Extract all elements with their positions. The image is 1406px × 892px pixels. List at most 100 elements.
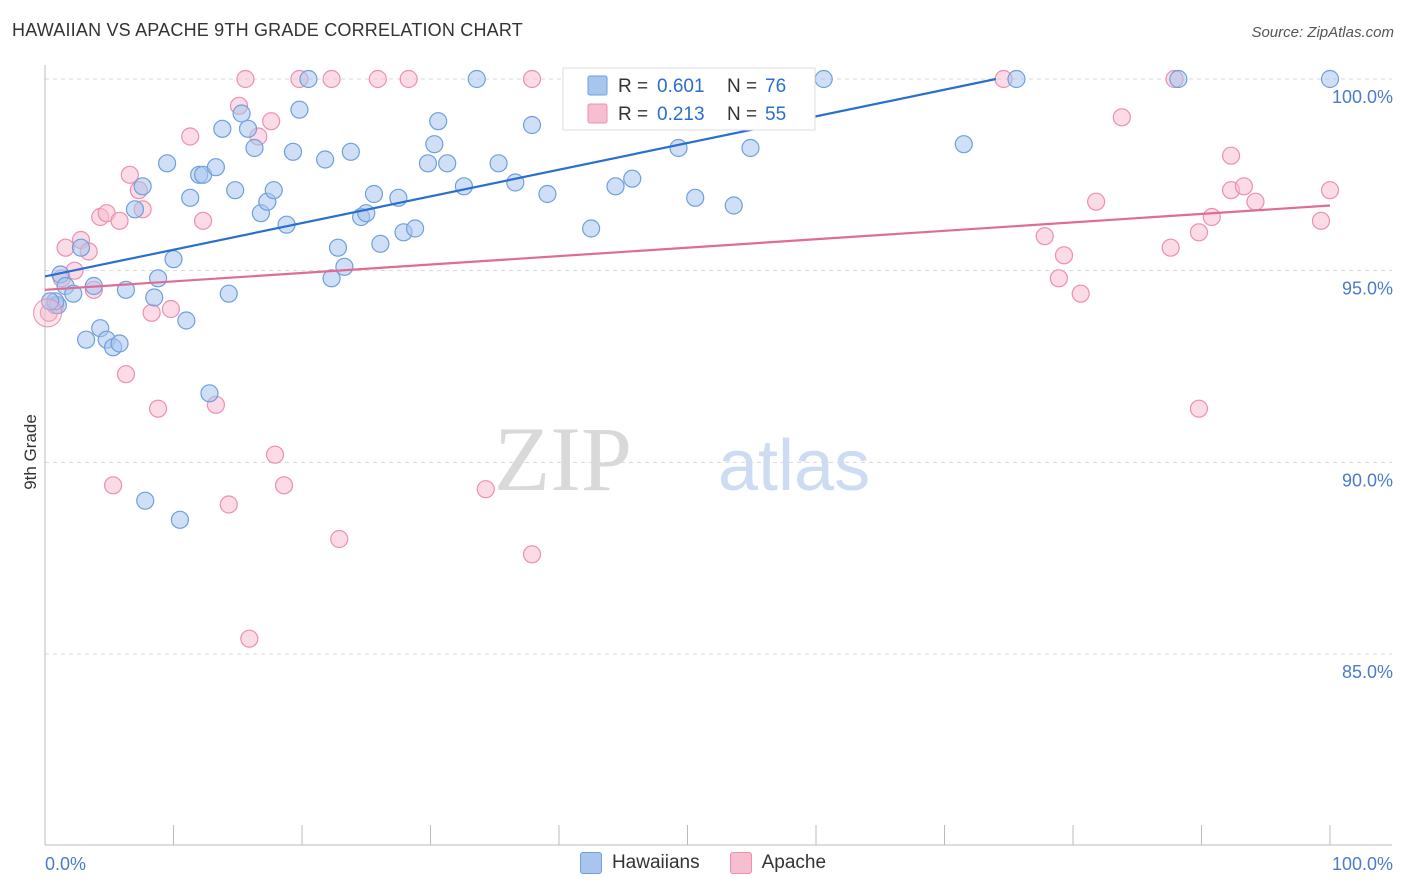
point-apache[interactable] [1246,192,1265,211]
point-apache-large[interactable] [33,298,63,328]
point-hawaiians[interactable] [125,200,145,219]
point-hawaiians[interactable] [206,158,226,177]
point-apache[interactable] [1234,177,1254,196]
point-apache[interactable] [1071,284,1090,303]
point-apache[interactable] [120,165,139,184]
point-apache[interactable] [274,476,294,495]
point-hawaiians[interactable] [364,184,384,204]
point-hawaiians[interactable] [724,196,743,215]
point-apache[interactable] [476,480,495,499]
point-apache[interactable] [522,545,542,564]
point-hawaiians[interactable] [145,288,164,307]
point-apache[interactable] [399,69,418,89]
point-hawaiians[interactable] [954,135,973,154]
point-hawaiians[interactable] [71,238,91,257]
y-axis-label: 9th Grade [21,414,40,490]
point-apache[interactable] [1161,238,1180,257]
point-apache[interactable] [1035,227,1054,246]
point-hawaiians[interactable] [200,384,219,403]
point-hawaiians[interactable] [219,284,238,303]
point-apache[interactable] [219,495,238,514]
point-apache[interactable] [1320,181,1340,200]
point-hawaiians[interactable] [181,188,200,207]
point-apache[interactable] [265,445,285,464]
point-hawaiians[interactable] [316,150,335,169]
point-hawaiians[interactable] [429,112,448,131]
point-hawaiians[interactable] [238,119,258,138]
point-apache[interactable] [1189,399,1209,418]
point-hawaiians[interactable] [467,69,486,89]
point-hawaiians[interactable] [335,257,354,276]
point-apache[interactable] [181,127,200,146]
point-hawaiians[interactable] [418,154,438,173]
point-hawaiians[interactable] [669,138,688,158]
point-hawaiians[interactable] [1007,69,1026,89]
point-hawaiians[interactable] [1320,69,1340,89]
point-hawaiians[interactable] [623,169,642,188]
point-hawaiians[interactable] [283,142,303,161]
point-apache[interactable] [161,299,181,319]
point-hawaiians[interactable] [264,181,283,200]
point-apache[interactable] [1049,269,1068,288]
point-hawaiians[interactable] [177,311,196,330]
point-hawaiians[interactable] [1169,69,1188,89]
point-hawaiians[interactable] [582,219,601,238]
point-hawaiians[interactable] [110,334,129,353]
point-hawaiians[interactable] [299,69,318,89]
point-hawaiians[interactable] [77,330,96,349]
point-hawaiians[interactable] [371,234,390,253]
point-hawaiians[interactable] [454,177,474,196]
point-apache[interactable] [148,399,168,418]
point-apache[interactable] [142,303,161,322]
point-hawaiians[interactable] [226,181,245,200]
point-hawaiians[interactable] [232,104,251,123]
stats-n-label-hawaiians: N = [727,76,757,97]
point-hawaiians[interactable] [538,184,557,204]
point-apache[interactable] [322,69,341,89]
point-apache[interactable] [522,69,542,89]
point-apache[interactable] [116,365,136,384]
point-hawaiians[interactable] [341,142,360,161]
point-hawaiians[interactable] [213,119,232,138]
point-hawaiians[interactable] [606,177,625,196]
legend-item-apache[interactable]: Apache [729,852,826,874]
point-hawaiians[interactable] [489,154,508,173]
point-hawaiians[interactable] [741,138,760,158]
point-hawaiians[interactable] [170,510,190,529]
point-hawaiians[interactable] [425,135,444,154]
point-hawaiians[interactable] [814,69,833,89]
point-apache[interactable] [236,69,255,89]
point-apache[interactable] [1202,207,1221,227]
point-hawaiians[interactable] [41,292,60,311]
point-hawaiians[interactable] [148,269,168,288]
point-hawaiians[interactable] [438,154,457,173]
point-hawaiians[interactable] [157,154,177,173]
point-apache[interactable] [240,629,259,648]
point-apache[interactable] [1087,192,1106,211]
point-hawaiians[interactable] [405,219,425,238]
point-apache[interactable] [56,238,75,257]
point-hawaiians[interactable] [133,177,152,196]
point-apache[interactable] [104,476,123,495]
point-hawaiians[interactable] [164,250,183,269]
point-hawaiians[interactable] [322,269,341,288]
point-apache[interactable] [1189,223,1209,242]
point-hawaiians[interactable] [522,115,542,135]
point-hawaiians[interactable] [136,491,155,510]
point-hawaiians[interactable] [328,238,348,257]
point-apache[interactable] [110,211,129,230]
point-apache[interactable] [1054,246,1074,265]
point-apache[interactable] [1311,211,1331,230]
point-apache[interactable] [330,529,349,549]
point-hawaiians[interactable] [357,204,376,223]
point-apache[interactable] [193,211,213,230]
point-apache[interactable] [1221,146,1241,165]
point-hawaiians[interactable] [245,138,264,158]
point-apache[interactable] [262,112,281,131]
point-apache[interactable] [368,69,387,89]
point-hawaiians[interactable] [64,284,83,303]
point-hawaiians[interactable] [290,100,309,119]
point-apache[interactable] [1112,108,1131,127]
point-hawaiians[interactable] [686,188,705,207]
legend-item-hawaiians[interactable]: Hawaiians [579,852,700,874]
